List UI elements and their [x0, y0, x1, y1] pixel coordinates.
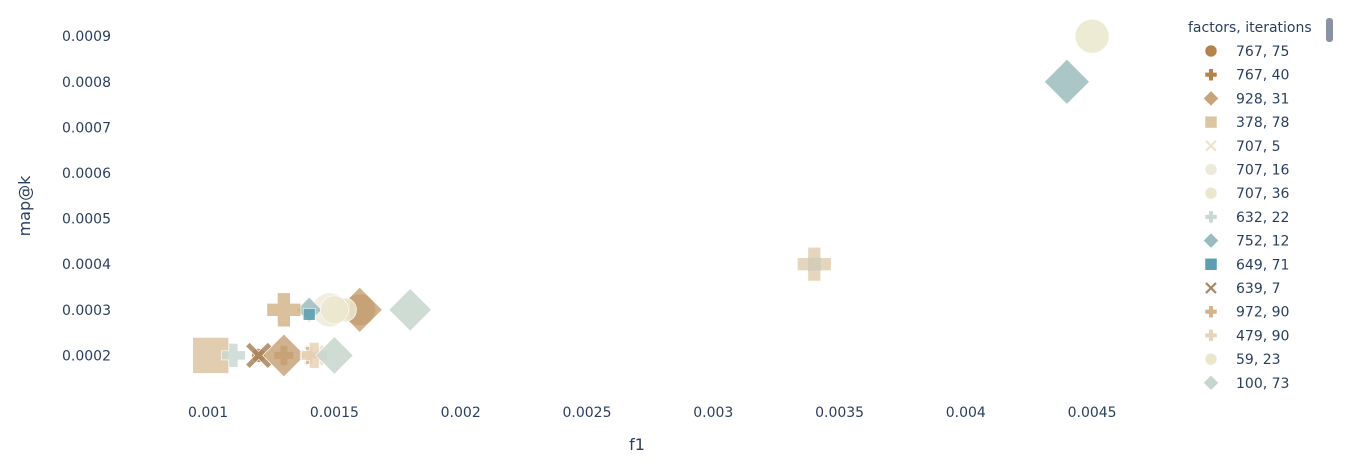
- data-point[interactable]: [302, 307, 316, 321]
- legend-item[interactable]: 639, 7: [1204, 281, 1281, 297]
- legend-item[interactable]: 649, 71: [1204, 257, 1289, 273]
- y-tick-label: 0.0007: [62, 120, 111, 136]
- legend-label: 767, 75: [1236, 44, 1289, 60]
- x-tick-label: 0.002: [441, 405, 481, 421]
- data-point[interactable]: [262, 333, 306, 378]
- series-639-7: [245, 341, 273, 369]
- legend-label: 752, 12: [1236, 234, 1289, 250]
- x-tick-label: 0.003: [693, 405, 733, 421]
- legend-item[interactable]: 378, 78: [1204, 115, 1289, 131]
- legend-item[interactable]: 707, 36: [1204, 186, 1290, 202]
- x-tick-label: 0.004: [946, 405, 986, 421]
- legend-label: 649, 71: [1236, 257, 1289, 273]
- legend-symbol: [1204, 68, 1218, 81]
- legend-item[interactable]: 767, 75: [1204, 44, 1289, 60]
- legend-title: factors, iterations: [1188, 20, 1312, 36]
- legend-symbol: [1204, 210, 1218, 224]
- legend-symbol: [1204, 44, 1218, 58]
- data-point[interactable]: [388, 288, 432, 332]
- series-59-23: [320, 295, 349, 325]
- legend-item[interactable]: 707, 16: [1204, 163, 1290, 179]
- legend-item[interactable]: 928, 31: [1203, 90, 1290, 108]
- x-axis-ticks: 0.001 0.0015 0.002 0.0025 0.003 0.0035 0.004 0.…: [188, 405, 1117, 421]
- data-point[interactable]: [266, 292, 302, 328]
- x-tick-label: 0.001: [188, 405, 228, 421]
- legend-symbol: [1204, 139, 1218, 153]
- legend-symbol: [1204, 329, 1218, 342]
- legend-label: 707, 5: [1236, 139, 1281, 155]
- legend-item[interactable]: 100, 73: [1203, 374, 1290, 392]
- legend-item[interactable]: 59, 23: [1204, 352, 1281, 368]
- legend-label: 479, 90: [1236, 328, 1289, 344]
- legend-item[interactable]: 752, 12: [1203, 232, 1290, 250]
- y-tick-label: 0.0002: [62, 348, 111, 364]
- series-479-90: [300, 246, 832, 369]
- data-point[interactable]: [192, 337, 229, 374]
- x-axis-title: f1: [629, 435, 645, 454]
- legend-label: 378, 78: [1236, 115, 1289, 131]
- legend-label: 59, 23: [1236, 352, 1281, 368]
- legend-item[interactable]: 972, 90: [1204, 305, 1289, 321]
- y-tick-label: 0.0009: [62, 29, 111, 45]
- legend-symbol: [1204, 186, 1218, 200]
- legend-symbol: [1204, 305, 1218, 318]
- legend-scrollbar[interactable]: [1326, 18, 1333, 42]
- legend-items: 767, 75 767, 40 928, 31 378, 78 707, 5 707, 1…: [1203, 44, 1290, 392]
- plot-area: [192, 18, 1110, 378]
- legend-label: 707, 36: [1236, 186, 1290, 202]
- y-tick-label: 0.0004: [62, 257, 111, 273]
- data-point[interactable]: [315, 336, 354, 375]
- x-tick-label: 0.0035: [815, 405, 864, 421]
- x-tick-label: 0.0015: [310, 405, 359, 421]
- legend-symbol: [1203, 90, 1219, 107]
- legend-symbol: [1204, 258, 1218, 271]
- legend-label: 100, 73: [1236, 376, 1289, 392]
- data-point[interactable]: [245, 341, 273, 369]
- legend-symbol: [1203, 374, 1219, 391]
- legend-label: 767, 40: [1236, 68, 1289, 84]
- legend-symbol: [1203, 232, 1219, 249]
- legend-symbol: [1204, 115, 1218, 129]
- data-point[interactable]: [221, 343, 246, 368]
- legend-label: 639, 7: [1236, 281, 1281, 297]
- legend-item[interactable]: 632, 22: [1204, 210, 1289, 226]
- data-point[interactable]: [300, 342, 328, 369]
- legend-label: 972, 90: [1236, 305, 1289, 321]
- legend-label: 707, 16: [1236, 163, 1290, 179]
- legend-symbol: [1204, 163, 1218, 176]
- legend-label: 928, 31: [1236, 91, 1289, 107]
- legend-label: 632, 22: [1236, 210, 1289, 226]
- legend-item[interactable]: 767, 40: [1204, 68, 1289, 84]
- y-tick-label: 0.0005: [62, 212, 111, 228]
- legend-item[interactable]: 479, 90: [1204, 328, 1289, 344]
- series-707-36: [332, 18, 1110, 323]
- data-point[interactable]: [796, 246, 832, 282]
- series-100-73: [315, 288, 432, 375]
- series-752-12: [296, 58, 1090, 323]
- y-axis-title: map@k: [15, 175, 34, 237]
- y-tick-label: 0.0008: [62, 75, 111, 91]
- legend-symbol: [1204, 352, 1218, 366]
- legend-item[interactable]: 707, 5: [1204, 139, 1281, 155]
- x-tick-label: 0.0025: [563, 405, 612, 421]
- legend-symbol: [1204, 281, 1218, 295]
- y-tick-label: 0.0003: [62, 303, 111, 319]
- y-tick-label: 0.0006: [62, 166, 111, 182]
- data-point[interactable]: [1074, 18, 1110, 54]
- data-point[interactable]: [320, 295, 349, 325]
- y-axis-ticks: 0.0002 0.0003 0.0004 0.0005 0.0006 0.0007 0.00…: [62, 29, 111, 364]
- legend[interactable]: factors, iterations 767, 75 767, 40 928, 3…: [1188, 18, 1333, 392]
- x-tick-label: 0.0045: [1068, 405, 1117, 421]
- data-point[interactable]: [1043, 58, 1090, 105]
